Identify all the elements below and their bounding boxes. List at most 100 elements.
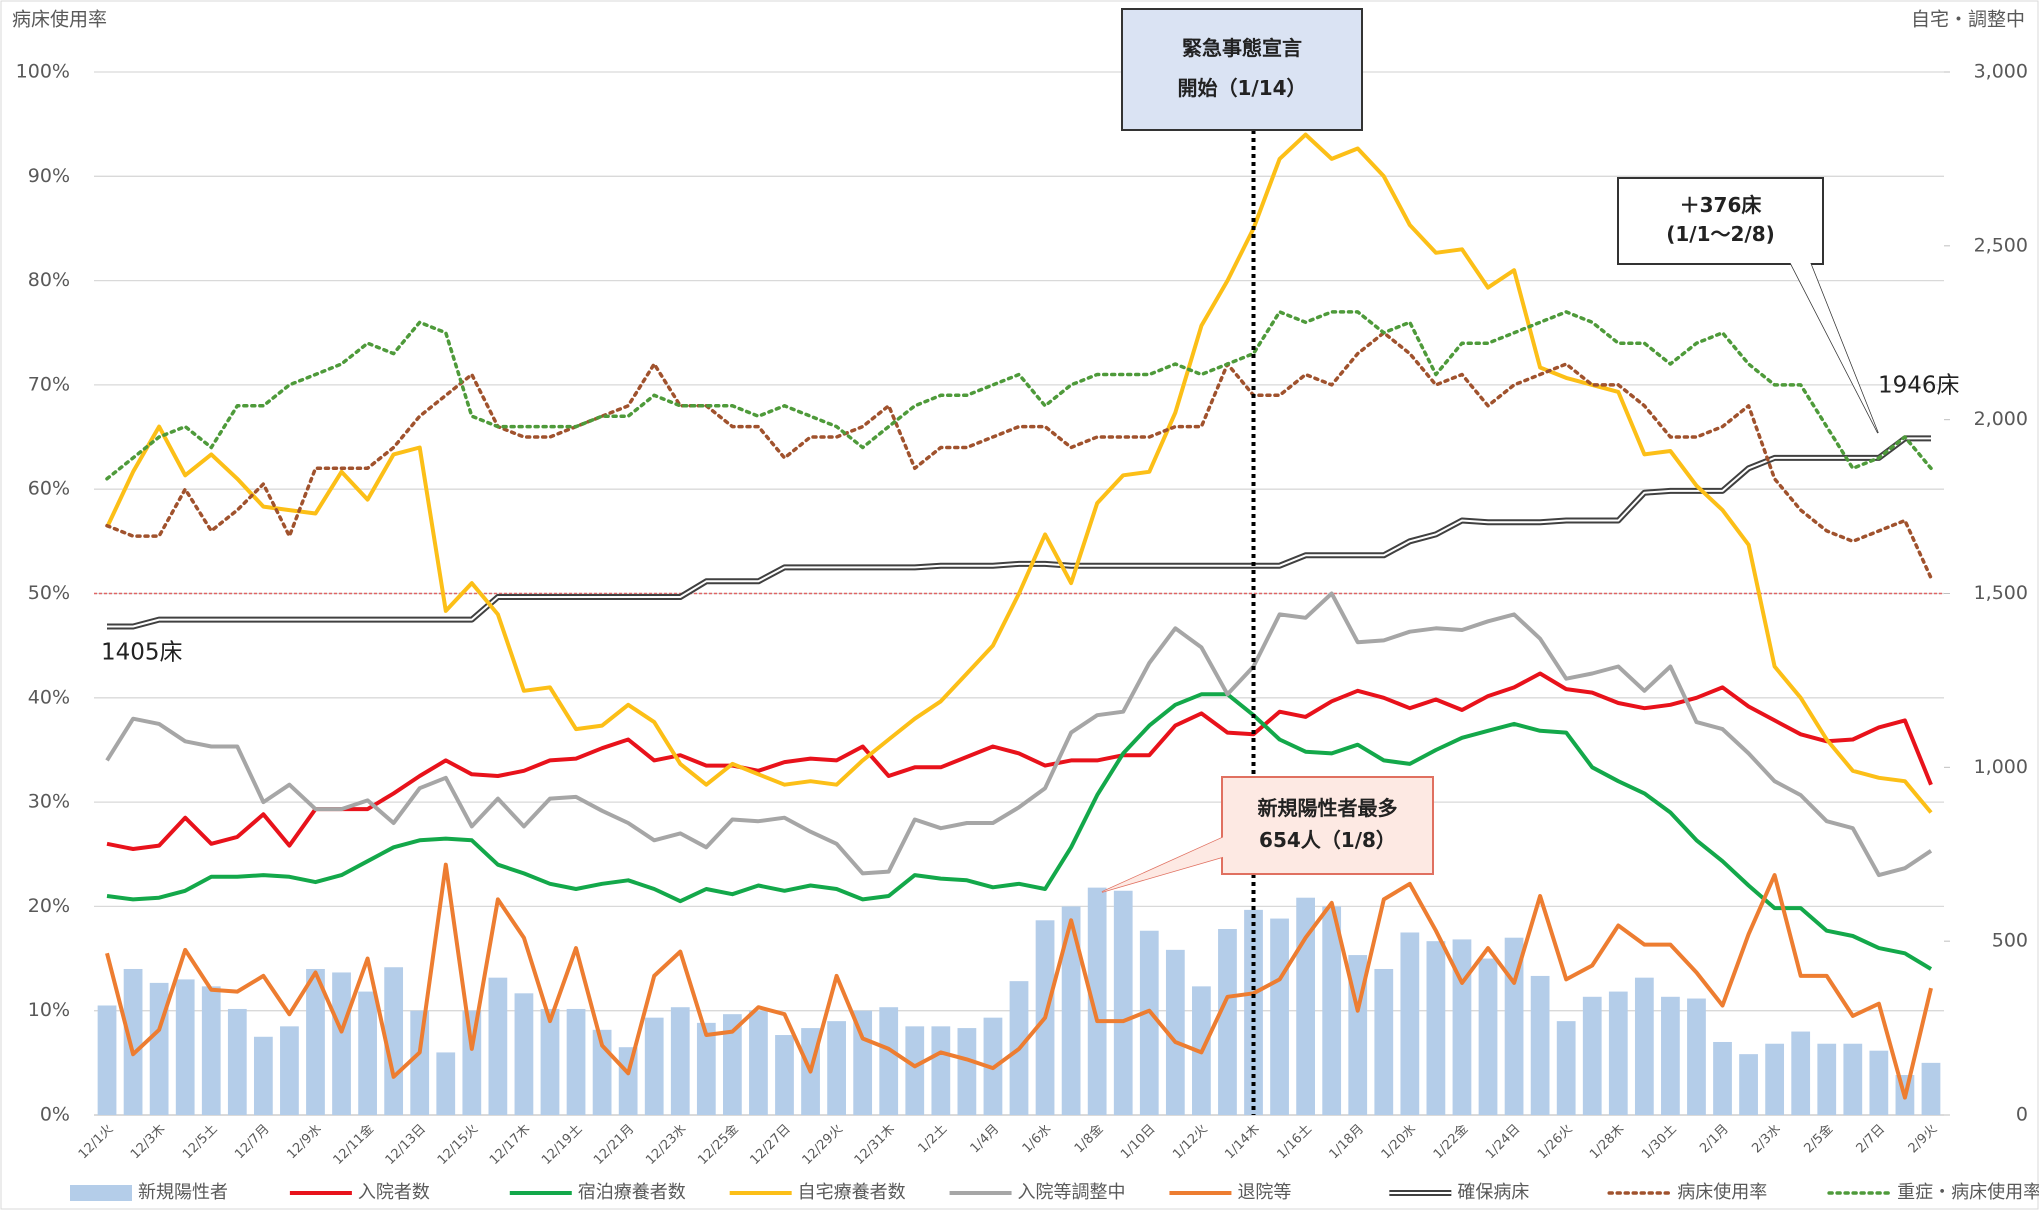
bar — [566, 1008, 586, 1115]
bar — [879, 1007, 899, 1115]
bar — [1843, 1043, 1863, 1115]
annotation-text: 緊急事態宣言 — [1182, 36, 1302, 60]
legend-label: 宿泊療養者数 — [578, 1182, 686, 1203]
bar — [436, 1052, 456, 1115]
y-tick-label: 30% — [28, 791, 70, 813]
bar — [384, 967, 404, 1115]
y2-tick-label: 0 — [2016, 1104, 2028, 1126]
bar — [1087, 887, 1107, 1115]
y-tick-label: 60% — [28, 478, 70, 500]
bar — [1713, 1041, 1732, 1115]
bar — [1061, 906, 1081, 1115]
legend-swatch — [70, 1185, 132, 1201]
bar — [618, 1047, 638, 1115]
bar — [227, 1008, 247, 1115]
y-tick-label: 10% — [28, 999, 70, 1021]
bar — [775, 1035, 794, 1115]
annotation-text: 新規陽性者最多 — [1258, 796, 1398, 820]
bar — [905, 1026, 925, 1115]
legend-label: 入院者数 — [358, 1182, 430, 1203]
bar — [1296, 897, 1315, 1115]
annotation-text: (1/1～2/8) — [1666, 222, 1775, 246]
bar — [749, 1010, 768, 1115]
bar — [1608, 991, 1628, 1115]
y2-tick-label: 2,000 — [1974, 408, 2028, 430]
bar — [1921, 1062, 1941, 1115]
legend-label: 入院等調整中 — [1018, 1182, 1126, 1203]
y2-tick-label: 3,000 — [1974, 61, 2028, 83]
series-line — [106, 692, 1933, 971]
bar — [1582, 996, 1602, 1115]
legend-label: 新規陽性者 — [138, 1182, 228, 1203]
bar — [253, 1036, 273, 1115]
bar — [723, 1014, 742, 1115]
bar — [957, 1028, 977, 1115]
bar — [332, 972, 351, 1115]
bar — [306, 968, 325, 1115]
bar — [1139, 930, 1159, 1115]
bar — [175, 979, 195, 1115]
bar — [696, 1022, 716, 1115]
y2-tick-label: 1,000 — [1974, 756, 2028, 778]
annotation-text: 開始（1/14） — [1177, 76, 1306, 100]
callout-joint — [1102, 836, 1226, 892]
y2-tick-label: 500 — [1992, 930, 2028, 952]
y-tick-label: 40% — [28, 686, 70, 708]
bar — [1270, 918, 1289, 1115]
bar — [358, 991, 377, 1115]
bar — [97, 1005, 117, 1115]
series-line — [105, 862, 1933, 1100]
legend-label: 自宅療養者数 — [798, 1182, 906, 1203]
bar — [514, 993, 534, 1115]
bar — [1478, 958, 1498, 1115]
bar — [1791, 1031, 1811, 1115]
bar — [410, 1010, 430, 1115]
y2-tick-label: 1,500 — [1974, 582, 2028, 604]
legend-label: 確保病床 — [1457, 1182, 1529, 1203]
bar — [1739, 1054, 1758, 1115]
bar — [670, 1007, 690, 1115]
bar — [462, 1010, 482, 1115]
y-tick-label: 20% — [28, 895, 70, 917]
series-line — [105, 132, 1933, 814]
y-tick-label: 90% — [28, 165, 70, 187]
series-line — [105, 331, 1933, 580]
bar — [1400, 932, 1420, 1115]
annotation-text: 654人（1/8） — [1259, 828, 1396, 852]
bar — [1817, 1043, 1837, 1115]
y-axis-title: 病床使用率 — [12, 9, 107, 31]
series-line — [106, 671, 1933, 851]
annotation-text: 1405床 — [101, 640, 183, 666]
annotation-text: ＋376床 — [1680, 193, 1763, 217]
annotation-box — [1617, 177, 1824, 265]
bar — [1634, 977, 1654, 1115]
legend-label: 退院等 — [1237, 1182, 1291, 1203]
bar — [1218, 928, 1237, 1115]
bar — [1374, 968, 1394, 1115]
y-tick-label: 70% — [28, 373, 70, 395]
bar — [280, 1026, 299, 1115]
y2-axis-title: 自宅・調整中 — [1911, 9, 2025, 31]
annotation-box — [1221, 776, 1434, 875]
bar — [1426, 941, 1446, 1115]
y-tick-label: 80% — [28, 269, 70, 291]
series-line — [105, 310, 1933, 481]
y-tick-label: 100% — [16, 61, 70, 83]
annotation-text: 1946床 — [1878, 373, 1960, 399]
annotation-box — [1121, 8, 1363, 131]
bar — [540, 1008, 560, 1115]
y-tick-label: 50% — [28, 582, 70, 604]
legend-label: 重症・病床使用率 — [1897, 1182, 2039, 1203]
bar — [1687, 998, 1706, 1115]
bar — [827, 1021, 846, 1115]
bar — [1530, 975, 1550, 1115]
bar — [1113, 890, 1133, 1115]
callout-joint — [1790, 262, 1878, 433]
bar — [1765, 1043, 1785, 1115]
legend-label: 病床使用率 — [1677, 1182, 1767, 1203]
bar — [201, 986, 221, 1115]
bar — [1869, 1050, 1889, 1115]
series-line — [107, 437, 1931, 628]
bar — [1504, 937, 1524, 1115]
